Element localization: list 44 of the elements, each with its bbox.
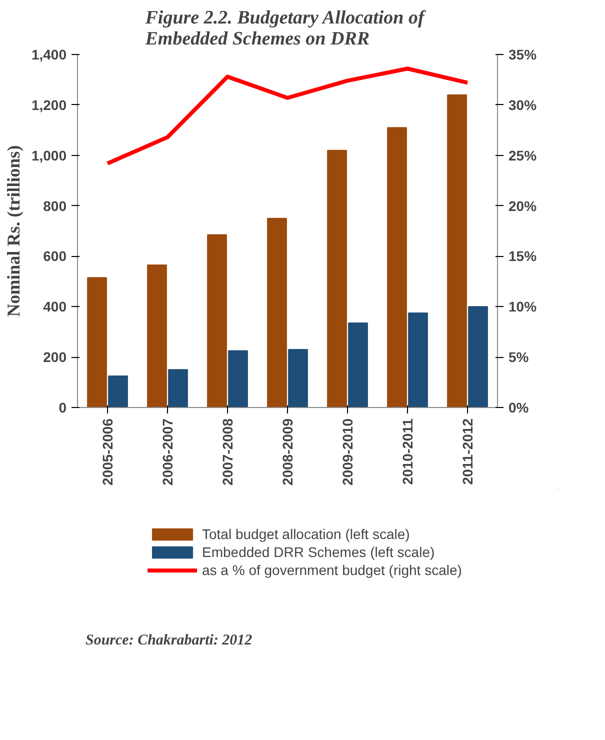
x-tick-label: 2005-2006 [100, 418, 116, 486]
y2-tick-label: 10% [508, 298, 538, 315]
x-tick-label: 2008-2009 [280, 418, 296, 486]
y2-tick-label: 30% [508, 96, 538, 113]
line-series [106, 66, 470, 166]
y-tick-label: 200 [43, 349, 67, 366]
bar [447, 94, 467, 408]
bar [87, 277, 107, 408]
y-tick-label: 400 [43, 298, 67, 315]
y-tick-label: 600 [43, 248, 67, 264]
y2-tick-label: 35% [508, 46, 538, 62]
bar [408, 312, 428, 408]
x-tick-label: 2010-2011 [400, 418, 416, 485]
y2-tick-label: 0% [508, 400, 530, 416]
y2-tick-label: 5% [508, 349, 530, 366]
bar [468, 306, 488, 408]
bar [147, 264, 167, 408]
y-tick-label: 0 [58, 400, 67, 416]
bar [348, 322, 368, 408]
bar [228, 350, 248, 408]
legend-label: Total budget allocation (left scale) [202, 526, 410, 542]
x-tick-label: 2011-2012 [460, 418, 476, 485]
y2-tick-label: 25% [508, 147, 538, 164]
x-tick-label: 2006-2007 [160, 418, 176, 486]
bar [168, 369, 188, 408]
x-tick-label: 2007-2008 [220, 418, 236, 486]
x-tick-label: 2009-2010 [340, 418, 356, 486]
y-tick-label: 1,200 [31, 96, 67, 113]
legend-label: Embedded DRR Schemes (left scale) [202, 544, 435, 560]
bar [207, 234, 227, 408]
chart-title: Figure 2.2. Budgetary Allocation of Embedded Schemes on DRR [144, 8, 426, 50]
bar [327, 150, 347, 408]
y2-tick-label: 15% [508, 248, 538, 264]
bar [387, 127, 407, 408]
source-note: Source: Chakrabarti: 2012 [86, 632, 253, 648]
y-tick-label: 1,000 [31, 147, 67, 164]
y-tick-label: 800 [43, 198, 67, 214]
bar [288, 349, 308, 408]
legend-label: as a % of government budget (right scale) [202, 562, 462, 578]
bar [267, 218, 287, 408]
y-axis-title: Nominal Rs. (trillions) [3, 145, 24, 317]
bar [108, 375, 128, 408]
y-tick-label: 1,400 [31, 46, 67, 62]
y2-tick-label: 20% [508, 198, 538, 214]
